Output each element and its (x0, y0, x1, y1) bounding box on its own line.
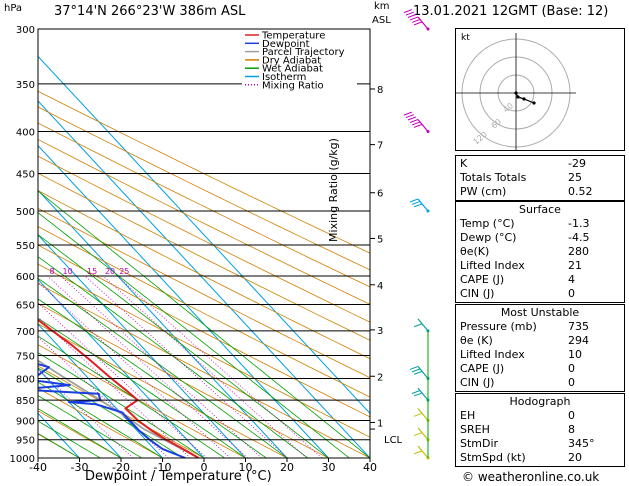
x-axis-label: Dewpoint / Temperature (°C) (85, 469, 272, 484)
wind-barb (414, 319, 429, 333)
wet-adiabat-line (0, 29, 246, 458)
hodograph-ring-label: 120 (472, 130, 489, 147)
pressure-tick-label: 300 (16, 25, 35, 36)
wind-barb (414, 408, 429, 422)
pressure-tick-label: 850 (16, 396, 35, 407)
mu-row: CAPE (J) 0 (456, 362, 624, 376)
surface-row: Temp (°C) -1.3 (456, 217, 624, 231)
wind-barb (412, 388, 429, 402)
wind-barb (410, 366, 430, 380)
km-tick-label: 7 (377, 141, 383, 152)
mixing-ratio-label: 15 (87, 267, 97, 276)
x-tick-label: 30 (322, 461, 336, 474)
dry-adiabat-line (0, 29, 246, 458)
pressure-tick-label: 400 (16, 128, 35, 139)
x-tick-label: 20 (280, 461, 294, 474)
surface-table: Surface Temp (°C) -1.3 Dewp (°C) -4.5 θe(K… (455, 201, 625, 303)
wet-adiabat-line (0, 29, 266, 458)
indices-table: K -29 Totals Totals 25 PW (cm) 0.52 (455, 155, 625, 201)
km-tick-label: 3 (377, 326, 383, 337)
pressure-tick-label: 550 (16, 241, 35, 252)
km-tick-label: 5 (377, 234, 383, 245)
surface-row: θe(K) 280 (456, 245, 624, 259)
mixing-ratio-line (61, 276, 262, 458)
index-row-pw: PW (cm) 0.52 (456, 185, 624, 199)
most-unstable-title: Most Unstable (456, 306, 624, 320)
surface-row: Dewp (°C) -4.5 (456, 231, 624, 245)
legend-item-label: Mixing Ratio (262, 80, 324, 91)
dry-adiabat-line (0, 29, 80, 458)
isotherm-line (0, 29, 80, 458)
hodo-row: EH 0 (456, 409, 624, 423)
surface-row: CAPE (J) 4 (456, 273, 624, 287)
lcl-label: LCL (384, 435, 403, 446)
mu-row: θe (K) 294 (456, 334, 624, 348)
pressure-tick-label: 900 (16, 416, 35, 427)
pressure-tick-label: 700 (16, 327, 35, 338)
hodograph-point (516, 95, 519, 98)
mixing-ratio-label: 20 (105, 267, 115, 276)
wind-barb (404, 10, 430, 31)
mu-row: Pressure (mb) 735 (456, 320, 624, 334)
km-tick-label: 8 (377, 85, 383, 96)
isotherm-line (13, 29, 412, 458)
hodograph-table: Hodograph EH 0 SREH 8 StmDir 345° StmSpd (k… (455, 393, 625, 467)
hodograph-ring-label: 40 (502, 101, 516, 114)
hodo-row: StmSpd (kt) 20 (456, 451, 624, 465)
pressure-tick-label: 750 (16, 351, 35, 362)
isotherm-line (0, 29, 246, 458)
surface-row: Lifted Index 21 (456, 259, 624, 273)
mixing-ratio-label: 8 (49, 267, 54, 276)
wind-barb (410, 199, 430, 213)
x-tick-label: 40 (363, 461, 377, 474)
pressure-tick-label: 950 (16, 436, 35, 447)
mixing-ratio-axis-label: Mixing Ratio (g/kg) (327, 110, 340, 270)
x-tick-label: -40 (29, 461, 47, 474)
pressure-tick-label: 800 (16, 374, 35, 385)
km-tick-label: 4 (377, 281, 383, 292)
pressure-tick-label: 350 (16, 80, 35, 91)
wet-adiabat-line (0, 29, 80, 458)
hodograph-title: Hodograph (456, 395, 624, 409)
index-row-k: K -29 (456, 157, 624, 171)
hodo-row: StmDir 345° (456, 437, 624, 451)
mixing-ratio-label: 25 (119, 267, 129, 276)
pressure-tick-label: 650 (16, 301, 35, 312)
index-row-totals: Totals Totals 25 (456, 171, 624, 185)
hodograph-point (522, 97, 525, 100)
km-tick-label: 1 (377, 418, 383, 429)
credit-footer: © weatheronline.co.uk (462, 470, 599, 484)
wind-barb (404, 112, 430, 133)
hodograph-unit: kt (461, 33, 470, 43)
wind-barb (414, 428, 429, 442)
hodograph-point (532, 101, 535, 104)
surface-title: Surface (456, 203, 624, 217)
mu-row: CIN (J) 0 (456, 376, 624, 390)
pressure-tick-label: 600 (16, 272, 35, 283)
wind-barb (414, 446, 429, 460)
surface-row: CIN (J) 0 (456, 287, 624, 301)
km-tick-label: 2 (377, 372, 383, 383)
hodograph-panel: kt 40 60 120 (455, 28, 625, 151)
hodo-row: SREH 8 (456, 423, 624, 437)
mixing-ratio-label: 3 (0, 267, 1, 276)
km-tick-label: 6 (377, 189, 383, 200)
most-unstable-table: Most Unstable Pressure (mb) 735 θe (K) 294… (455, 304, 625, 392)
hodograph-point (514, 91, 517, 94)
pressure-tick-label: 450 (16, 169, 35, 180)
mixing-ratio-label: 10 (63, 267, 73, 276)
pressure-tick-label: 500 (16, 207, 35, 218)
mu-row: Lifted Index 10 (456, 348, 624, 362)
